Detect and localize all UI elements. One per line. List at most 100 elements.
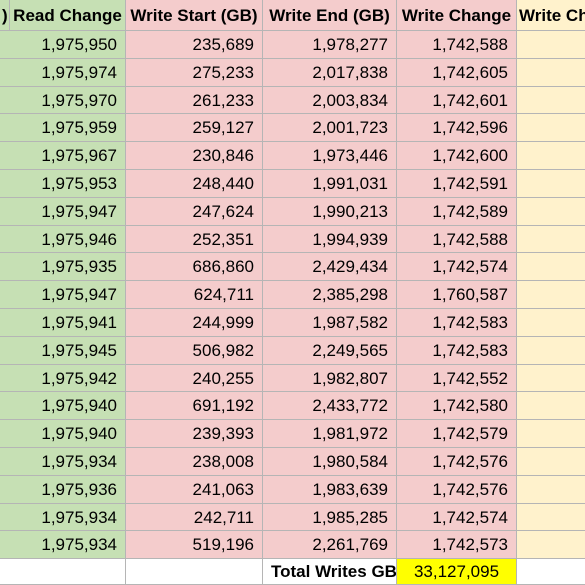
cell: 1,975,945 (10, 336, 126, 365)
cell: 1,742,596 (397, 114, 517, 143)
cell: 686,860 (126, 253, 263, 282)
cell (517, 225, 585, 254)
cell (517, 420, 585, 448)
cell: 1,975,950 (10, 31, 126, 59)
cell: 691,192 (126, 392, 263, 421)
cell: 1,975,940 (10, 420, 126, 448)
cell (517, 170, 585, 198)
cell: 2,249,565 (263, 336, 397, 365)
cell: 519,196 (126, 531, 263, 560)
cell: 1,975,941 (10, 309, 126, 337)
cell: 1,742,574 (397, 503, 517, 532)
cell: 1,742,576 (397, 475, 517, 504)
cell (517, 142, 585, 170)
cell (517, 559, 585, 585)
cell: 1,975,936 (10, 475, 126, 504)
cell (517, 31, 585, 59)
cell: 238,008 (126, 448, 263, 476)
header-cell: Write Change (397, 0, 517, 31)
cell: 1,742,552 (397, 364, 517, 393)
cell: 1,975,934 (10, 531, 126, 560)
cell: 1,975,940 (10, 392, 126, 421)
cell: 2,385,298 (263, 281, 397, 309)
cell: 1,975,946 (10, 225, 126, 254)
cell (517, 309, 585, 337)
cell: 2,003,834 (263, 86, 397, 115)
total-label: Total Writes GB (263, 559, 397, 585)
cell: 1,973,446 (263, 142, 397, 170)
cell: 1,975,934 (10, 503, 126, 532)
cell: 1,982,807 (263, 364, 397, 393)
cell: 230,846 (126, 142, 263, 170)
cell (517, 448, 585, 476)
header-cell: Read Change (10, 0, 126, 31)
cell: 1,991,031 (263, 170, 397, 198)
cell: 2,433,772 (263, 392, 397, 421)
cell: 261,233 (126, 86, 263, 115)
cell (517, 392, 585, 421)
cell: 1,742,600 (397, 142, 517, 170)
cell: 1,742,580 (397, 392, 517, 421)
cell (126, 559, 263, 585)
cell: 506,982 (126, 336, 263, 365)
cell: 239,393 (126, 420, 263, 448)
cell (517, 503, 585, 532)
cell: 2,001,723 (263, 114, 397, 143)
cell: 247,624 (126, 197, 263, 226)
cell: 1,742,588 (397, 225, 517, 254)
cell: 1,983,639 (263, 475, 397, 504)
cell: 1,990,213 (263, 197, 397, 226)
cell: 248,440 (126, 170, 263, 198)
cell (517, 531, 585, 560)
header-cell: ) (0, 0, 10, 31)
cell (517, 475, 585, 504)
cell: 244,999 (126, 309, 263, 337)
cell: 624,711 (126, 281, 263, 309)
cell: 275,233 (126, 58, 263, 87)
cell: 1,975,970 (10, 86, 126, 115)
cell: 240,255 (126, 364, 263, 393)
cell: 1,742,576 (397, 448, 517, 476)
cell (10, 559, 126, 585)
cell: 1,978,277 (263, 31, 397, 59)
cell: 1,985,285 (263, 503, 397, 532)
cell: 1,742,583 (397, 336, 517, 365)
cell: 1,975,934 (10, 448, 126, 476)
cell: 1,742,588 (397, 31, 517, 59)
cell: 1,981,972 (263, 420, 397, 448)
header-cell: Write End (GB) (263, 0, 397, 31)
cell (517, 114, 585, 143)
cell: 1,742,605 (397, 58, 517, 87)
cell: 242,711 (126, 503, 263, 532)
cell (517, 86, 585, 115)
cell: 1,975,959 (10, 114, 126, 143)
cell: 1,742,589 (397, 197, 517, 226)
cell: 252,351 (126, 225, 263, 254)
cell: 1,987,582 (263, 309, 397, 337)
header-cell: Write Ch (517, 0, 585, 31)
cell: 2,017,838 (263, 58, 397, 87)
cell: 1,975,967 (10, 142, 126, 170)
cell: 2,429,434 (263, 253, 397, 282)
cell (517, 58, 585, 87)
cell: 241,063 (126, 475, 263, 504)
cell: 259,127 (126, 114, 263, 143)
cell: 1,760,587 (397, 281, 517, 309)
cell: 1,975,942 (10, 364, 126, 393)
cell (517, 364, 585, 393)
cell: 2,261,769 (263, 531, 397, 560)
header-cell: Write Start (GB) (126, 0, 263, 31)
cell: 1,742,601 (397, 86, 517, 115)
cell: 1,980,584 (263, 448, 397, 476)
cell: 1,742,573 (397, 531, 517, 560)
cell: 1,742,579 (397, 420, 517, 448)
cell (517, 253, 585, 282)
cell: 1,994,939 (263, 225, 397, 254)
cell: 1,975,953 (10, 170, 126, 198)
cell (517, 281, 585, 309)
cell: 1,742,591 (397, 170, 517, 198)
cell: 1,975,947 (10, 197, 126, 226)
cell: 1,975,974 (10, 58, 126, 87)
cell: 1,742,574 (397, 253, 517, 282)
